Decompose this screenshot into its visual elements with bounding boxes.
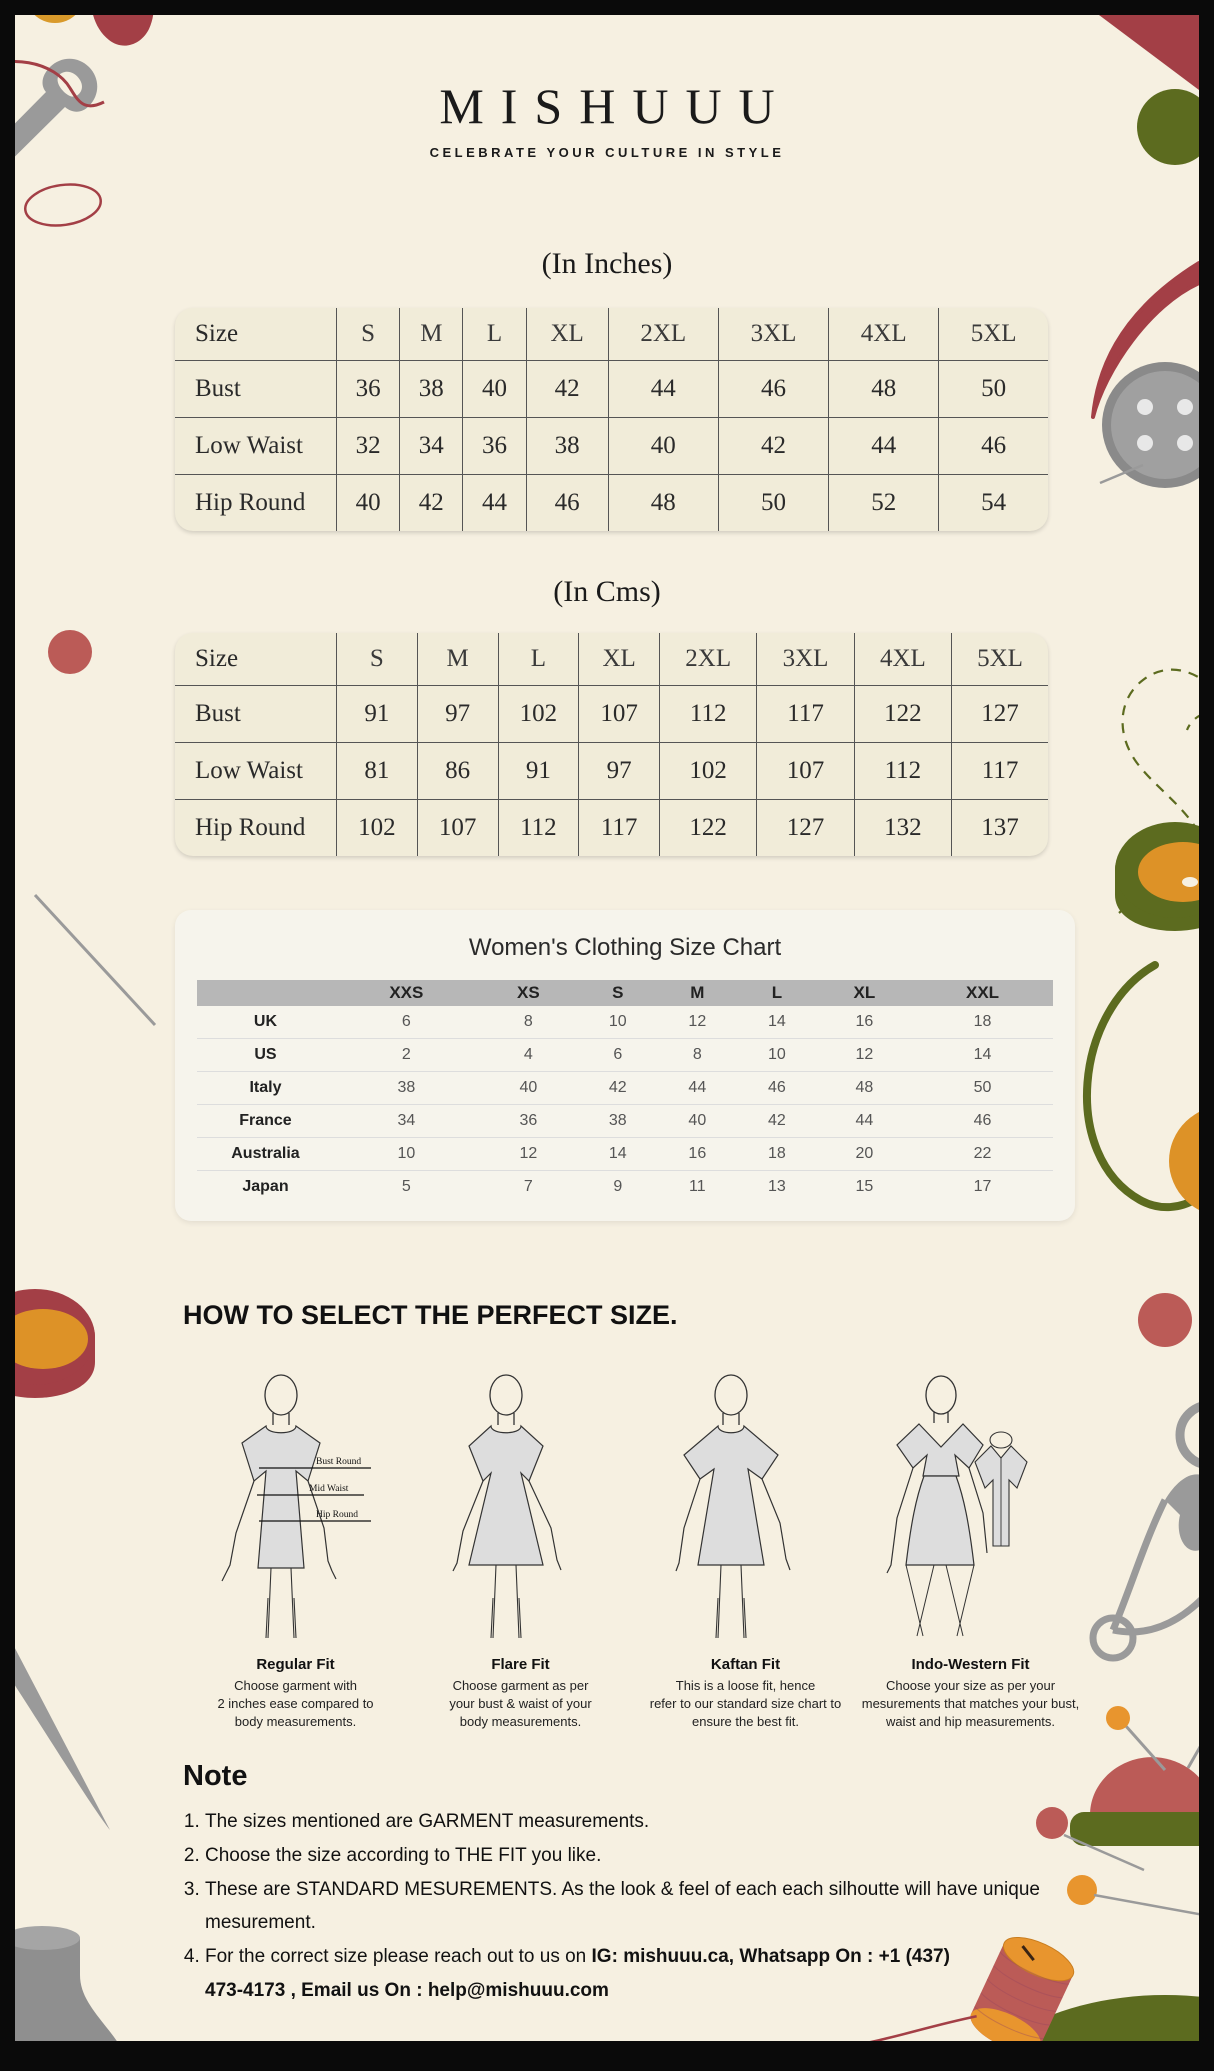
svg-text:Bust Round: Bust Round xyxy=(316,1457,361,1467)
svg-text:Mid Waist: Mid Waist xyxy=(309,1484,349,1494)
svg-text:Hip Round: Hip Round xyxy=(316,1510,358,1520)
